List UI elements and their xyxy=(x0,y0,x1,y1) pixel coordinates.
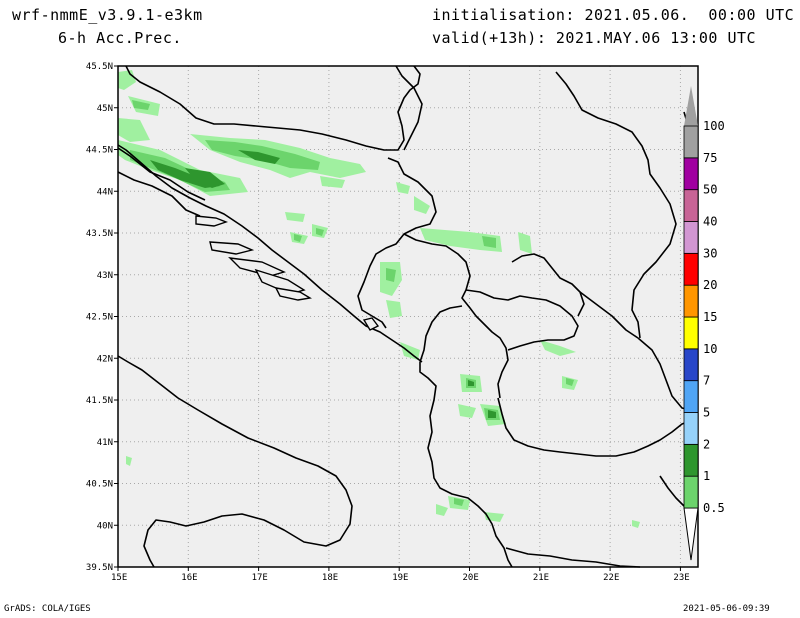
lon-label-2: 17E xyxy=(252,573,268,583)
render-timestamp: 2021-05-06-09:39 xyxy=(683,604,770,614)
lat-label-12: 39.5N xyxy=(86,563,113,573)
lon-label-6: 21E xyxy=(533,573,549,583)
colorbar-swatch-1 xyxy=(683,443,699,477)
model-title: wrf-nmmE_v3.9.1-e3km xyxy=(12,6,203,24)
map-panel xyxy=(114,65,699,571)
colorbar-swatch-4 xyxy=(683,348,699,382)
axis-ticks xyxy=(114,65,681,571)
lat-label-4: 43.5N xyxy=(86,229,113,239)
colorbar-swatch-9 xyxy=(683,189,699,222)
colorbar-label-0: 0.5 xyxy=(703,501,725,515)
colorbar-label-7: 20 xyxy=(703,278,717,292)
field-title: 6-h Acc.Prec. xyxy=(58,29,182,47)
lon-label-8: 23E xyxy=(673,573,689,583)
colorbar-swatch-7 xyxy=(683,252,699,286)
islands xyxy=(195,215,380,331)
colorbar-swatch-6 xyxy=(683,284,699,318)
software-credit: GrADS: COLA/IGES xyxy=(4,604,91,614)
colorbar-swatch-0 xyxy=(683,475,699,509)
colorbar-swatch-8 xyxy=(683,221,699,254)
lat-label-2: 44.5N xyxy=(86,146,113,156)
valid-time: valid(+13h): 2021.MAY.06 13:00 UTC xyxy=(432,29,757,47)
colorbar-label-8: 30 xyxy=(703,246,717,260)
colorbar-swatch-11 xyxy=(683,125,699,159)
lat-label-6: 42.5N xyxy=(86,313,113,323)
colorbar-label-9: 40 xyxy=(703,215,717,229)
lon-label-1: 16E xyxy=(181,573,197,583)
colorbar-label-11: 75 xyxy=(703,151,717,165)
latitude-axis: 45.5N 45N 44.5N 44N 43.5N 43N 42.5N 42N … xyxy=(86,62,113,573)
colorbar-label-12: 100 xyxy=(703,119,725,133)
colorbar-label-4: 7 xyxy=(703,374,710,388)
lat-label-11: 40N xyxy=(97,521,113,531)
lat-label-5: 43N xyxy=(97,271,113,281)
lon-label-0: 15E xyxy=(111,573,127,583)
initialisation-time: initialisation: 2021.05.06. 00:00 UTC xyxy=(432,6,795,24)
lat-label-8: 41.5N xyxy=(86,396,113,406)
colorbar-swatch-5 xyxy=(683,316,699,350)
colorbar-swatch-2 xyxy=(683,412,699,445)
lon-label-5: 20E xyxy=(463,573,479,583)
colorbar-top-arrow xyxy=(684,86,698,126)
colorbar-label-1: 1 xyxy=(703,469,710,483)
lat-label-9: 41N xyxy=(97,438,113,448)
colorbar-label-2: 2 xyxy=(703,437,710,451)
colorbar-swatch-3 xyxy=(683,380,699,413)
colorbar: 0.5 1 2 5 7 10 15 20 30 40 50 75 100 xyxy=(683,86,725,561)
colorbar-label-6: 15 xyxy=(703,310,717,324)
precipitation-field xyxy=(118,70,640,528)
colorbar-label-3: 5 xyxy=(703,406,710,420)
lat-label-1: 45N xyxy=(97,104,113,114)
colorbar-label-10: 50 xyxy=(703,183,717,197)
lat-label-10: 40.5N xyxy=(86,480,113,490)
colorbar-swatch-10 xyxy=(683,157,699,191)
lat-label-0: 45.5N xyxy=(86,62,113,72)
longitude-axis: 15E 16E 17E 18E 19E 20E 21E 22E 23E xyxy=(111,573,690,583)
coastlines-and-borders xyxy=(117,65,699,568)
colorbar-label-5: 10 xyxy=(703,342,717,356)
lat-label-3: 44N xyxy=(97,187,113,197)
lon-label-4: 19E xyxy=(392,573,408,583)
lon-label-7: 22E xyxy=(603,573,619,583)
lon-label-3: 18E xyxy=(322,573,338,583)
lat-label-7: 42N xyxy=(97,354,113,364)
